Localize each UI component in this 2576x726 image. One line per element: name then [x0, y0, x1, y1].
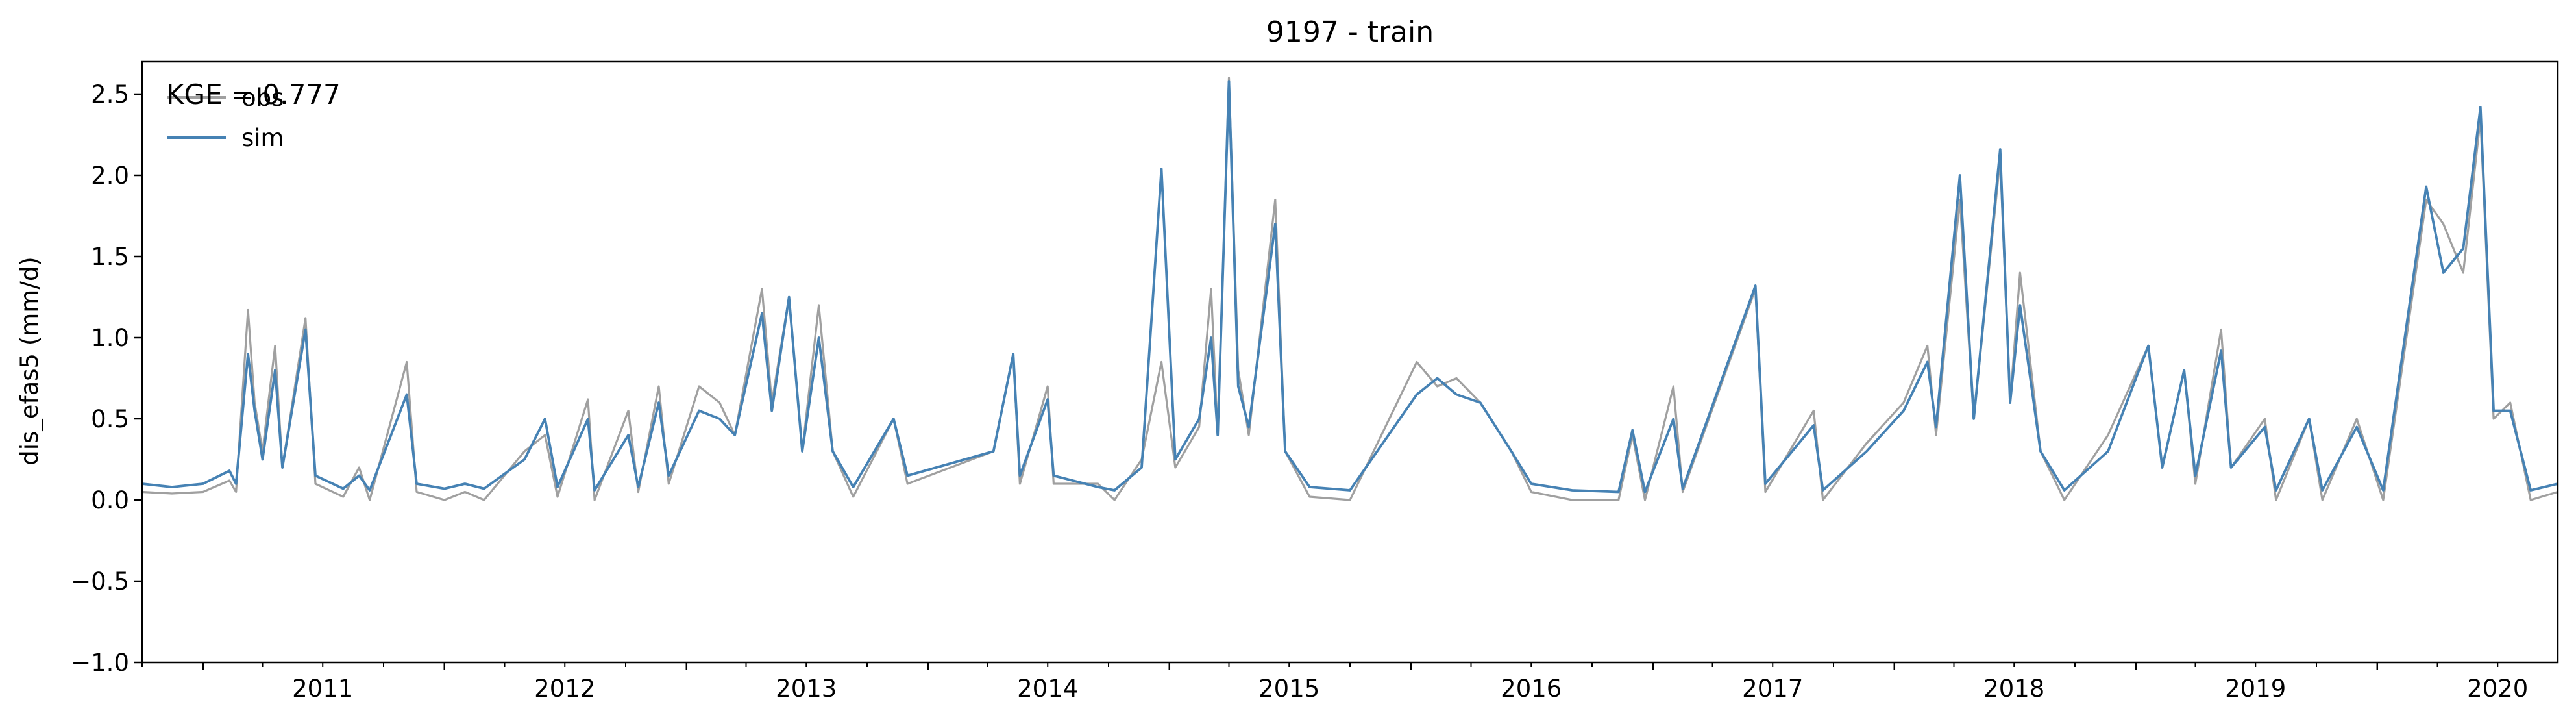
x-tick-label: 2011 [292, 675, 353, 703]
x-tick-label: 2020 [2467, 675, 2528, 703]
x-tick-label: 2015 [1258, 675, 1319, 703]
x-tick-label: 2013 [776, 675, 837, 703]
x-tick-label: 2019 [2225, 675, 2286, 703]
y-tick-label: 2.0 [91, 162, 129, 190]
x-tick-label: 2014 [1017, 675, 1078, 703]
plot-area [141, 77, 2558, 501]
y-tick-label: −0.5 [71, 568, 129, 595]
legend: obs sim [167, 84, 284, 152]
series-obs-line [141, 77, 2558, 501]
y-axis-label: dis_efas5 (mm/d) [16, 257, 43, 466]
y-tick-label: 1.5 [91, 243, 129, 271]
x-axis: 2011 2012 2013 2014 2015 2016 2017 2018 2019 2020 [141, 662, 2528, 703]
legend-sim-label: sim [241, 124, 284, 152]
legend-obs-label: obs [241, 84, 284, 112]
series-sim-line [141, 80, 2558, 494]
chart-title: 9197 - train [1266, 16, 1434, 49]
y-axis: −1.0 −0.5 0.0 0.5 1.0 1.5 2.0 2.5 [71, 81, 142, 677]
x-tick-label: 2016 [1501, 675, 1562, 703]
y-tick-label: 0.0 [91, 486, 129, 514]
y-tick-label: 2.5 [91, 81, 129, 108]
x-tick-label: 2017 [1742, 675, 1803, 703]
y-tick-label: −1.0 [71, 649, 129, 677]
plot-frame [141, 60, 2559, 664]
y-tick-label: 1.0 [91, 324, 129, 352]
kge-annotation: KGE = 0.777 [166, 79, 341, 110]
x-tick-label: 2012 [534, 675, 595, 703]
y-tick-label: 0.5 [91, 405, 129, 433]
x-tick-label: 2018 [1983, 675, 2044, 703]
